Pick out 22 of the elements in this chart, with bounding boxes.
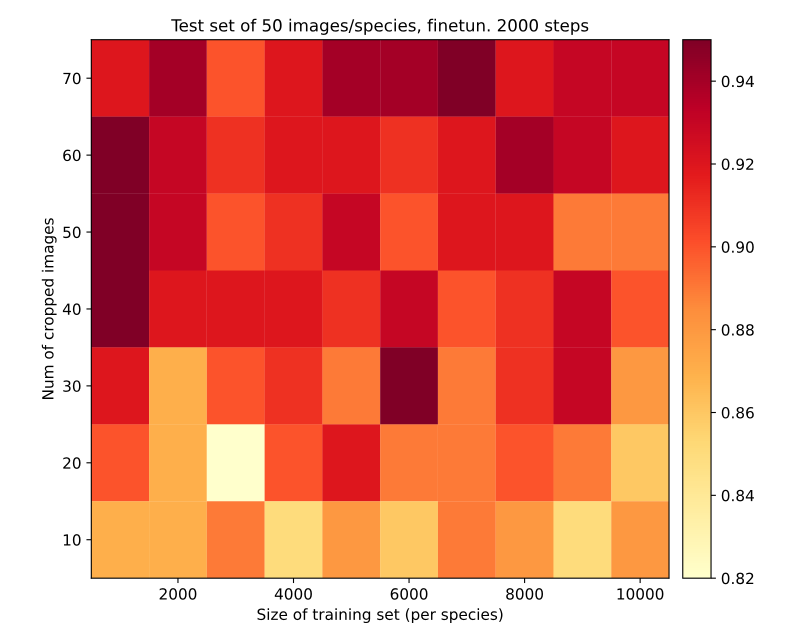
color-bar-label: 0.86	[722, 406, 754, 419]
color-bar-label: 0.92	[722, 158, 754, 170]
chart-title: Test set of 50 images/species, finetun. 2000 steps	[171, 18, 588, 35]
y-tick-label: 20	[63, 457, 81, 469]
y-tick-label: 60	[63, 150, 81, 162]
color-bar-label: 0.90	[722, 241, 754, 253]
x-tick-label: 2000	[160, 588, 196, 600]
y-tick-label: 10	[64, 534, 81, 546]
x-tick-label: 10000	[618, 588, 664, 600]
color-bar-label: 0.88	[722, 324, 754, 336]
color-bar-label: 0.94	[722, 76, 754, 88]
x-tick-label: 8000	[506, 588, 544, 600]
y-tick-label: 70	[63, 72, 81, 84]
color-bar-label: 0.84	[722, 490, 754, 502]
y-tick-label: 40	[62, 303, 81, 315]
x-tick-label: 4000	[274, 588, 312, 600]
y-tick-label: 50	[63, 226, 81, 238]
x-tick-label: 6000	[390, 588, 428, 600]
y-tick-label: 30	[63, 380, 81, 392]
color-bar-label: 0.82	[722, 572, 754, 584]
x-axis-title: Size of training set (per species)	[258, 608, 502, 624]
y-axis-title: Num of cropped images	[42, 218, 57, 399]
